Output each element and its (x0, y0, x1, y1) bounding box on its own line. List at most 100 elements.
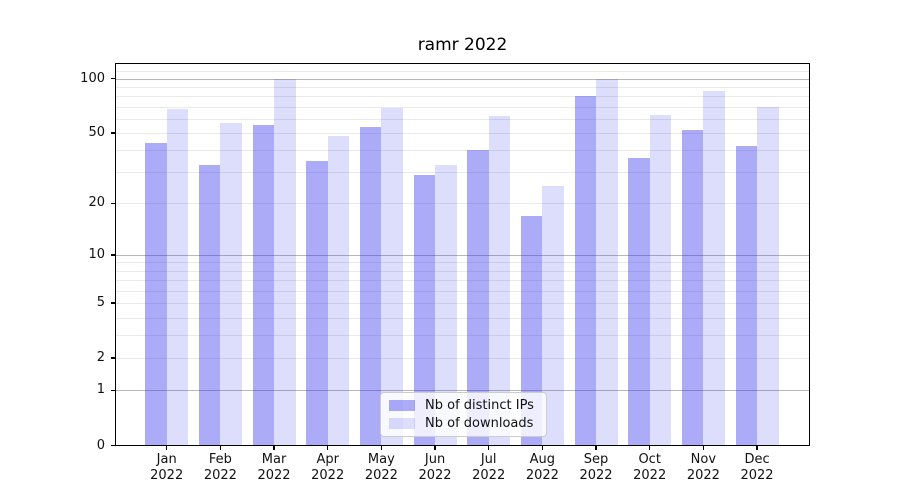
x-tick-label-line: Nov (690, 452, 717, 467)
x-tick-label-line: May (367, 452, 395, 467)
x-tick-label-line: 2022 (633, 467, 667, 483)
bar-distinct-ips (306, 160, 328, 445)
legend-swatch-distinct-ips (389, 400, 415, 411)
x-tick (595, 446, 597, 450)
x-tick-label-line: Feb (208, 452, 232, 467)
y-tick (111, 77, 115, 80)
y-tick-label: 5 (96, 295, 105, 311)
bar-distinct-ips (520, 215, 543, 445)
x-tick (756, 446, 758, 450)
bar-downloads (381, 107, 403, 445)
bar-downloads (703, 91, 725, 445)
x-tick-label: Apr 2022 (301, 452, 355, 483)
bar-downloads (757, 106, 779, 445)
minor-gridline (116, 317, 809, 319)
bar-distinct-ips (735, 146, 758, 445)
y-tick-label: 2 (96, 350, 105, 366)
legend-item-downloads: Nb of downloads (389, 416, 538, 431)
legend-item-distinct-ips: Nb of distinct IPs (389, 398, 538, 413)
x-tick-label: Oct 2022 (623, 452, 677, 483)
x-tick (434, 446, 436, 450)
bar-distinct-ips (467, 150, 489, 445)
bar-distinct-ips (145, 142, 167, 445)
y-tick-label: 1 (96, 382, 105, 398)
x-tick-label-line: 2022 (150, 467, 184, 483)
y-tick (111, 132, 115, 134)
x-tick-label-line: Dec (744, 452, 770, 467)
x-tick (702, 446, 705, 450)
y-tick-label: 100 (80, 70, 105, 86)
bar-downloads (327, 136, 350, 445)
minor-gridline (116, 150, 809, 152)
bar-distinct-ips (359, 126, 382, 445)
x-tick-label: Mar 2022 (247, 452, 301, 483)
legend-label-distinct-ips: Nb of distinct IPs (425, 398, 534, 413)
bar-distinct-ips (198, 165, 221, 445)
major-gridline (116, 390, 809, 392)
y-tick-label: 10 (88, 246, 105, 262)
x-tick-label-line: 2022 (686, 467, 720, 483)
y-tick-label: 20 (88, 195, 105, 211)
bar-downloads (274, 78, 296, 445)
x-tick-label-line: Sep (583, 452, 609, 467)
x-tick-label: Dec 2022 (730, 452, 784, 483)
x-tick-label-line: 2022 (364, 467, 398, 483)
major-gridline (116, 78, 809, 80)
major-gridline (116, 254, 809, 256)
legend: Nb of distinct IPs Nb of downloads (380, 392, 547, 437)
x-tick-label-line: Apr (316, 452, 339, 467)
x-tick (219, 446, 222, 450)
x-tick (541, 446, 544, 450)
x-tick-label-line: Mar (261, 452, 287, 467)
chart-title: ramr 2022 (417, 35, 508, 55)
bar-distinct-ips (628, 158, 650, 445)
x-tick-label-line: Jan (156, 452, 177, 467)
minor-gridline (116, 203, 809, 205)
minor-gridline (116, 96, 809, 98)
x-tick-label: Feb 2022 (193, 452, 247, 483)
x-tick-label-line: 2022 (203, 467, 237, 483)
x-tick (648, 446, 651, 450)
minor-gridline (116, 358, 809, 360)
x-tick-label-line: 2022 (579, 467, 613, 483)
minor-gridline (116, 106, 809, 108)
y-tick (111, 302, 115, 304)
plot-area (115, 63, 810, 446)
bar-downloads (435, 165, 457, 445)
minor-gridline (116, 118, 809, 120)
x-tick-label-line: 2022 (418, 467, 452, 483)
x-tick-label-line: Jul (480, 452, 497, 467)
x-tick-label: Sep 2022 (569, 452, 623, 483)
x-tick-label-line: 2022 (311, 467, 345, 483)
minor-gridline (116, 335, 809, 337)
y-tick (111, 357, 115, 359)
x-tick-label-line: 2022 (472, 467, 506, 483)
x-tick-label: Jan 2022 (140, 452, 194, 483)
x-tick-label: Jul 2022 (462, 452, 516, 483)
x-tick (273, 446, 275, 450)
bar-downloads (220, 122, 242, 445)
minor-gridline (116, 86, 809, 88)
y-tick-label: 50 (88, 124, 105, 140)
minor-gridline (116, 270, 809, 272)
x-tick-label-line: Aug (529, 452, 556, 467)
x-tick-label: May 2022 (354, 452, 408, 483)
bar-distinct-ips (252, 125, 275, 445)
legend-swatch-downloads (389, 418, 415, 429)
y-tick (111, 254, 115, 256)
x-tick-label: Nov 2022 (676, 452, 730, 483)
y-tick (111, 444, 115, 447)
minor-gridline (116, 262, 809, 264)
x-tick (487, 446, 490, 450)
bar-downloads (488, 116, 511, 445)
x-tick (380, 446, 383, 450)
bar-downloads (596, 78, 618, 445)
bar-distinct-ips (681, 129, 704, 445)
x-tick-label-line: 2022 (257, 467, 291, 483)
x-tick-label-line: 2022 (740, 467, 774, 483)
x-tick-label-line: 2022 (525, 467, 559, 483)
minor-gridline (116, 71, 809, 72)
x-tick-label-line: Oct (638, 452, 661, 467)
y-tick (111, 389, 115, 392)
